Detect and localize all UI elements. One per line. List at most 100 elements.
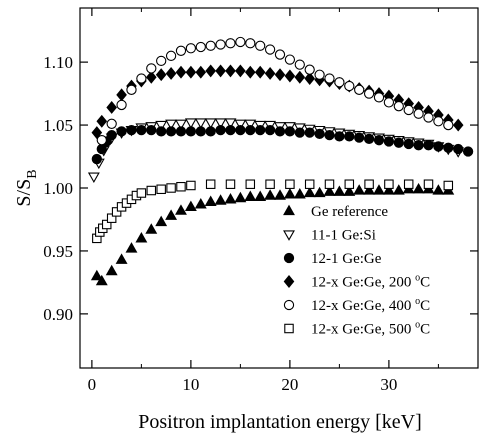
- data-point: [176, 181, 186, 192]
- y-axis-label: S/SB: [13, 169, 40, 206]
- data-point: [234, 191, 247, 203]
- data-point: [235, 64, 246, 78]
- data-point: [304, 64, 315, 75]
- legend-degree: o: [415, 296, 420, 307]
- legend-label: 11-1 Ge:Si: [311, 228, 376, 244]
- x-axis-label: Positron implantation energy [keV]: [138, 411, 421, 433]
- data-point: [344, 131, 355, 142]
- data-point: [184, 200, 197, 212]
- data-point: [224, 193, 237, 204]
- y-tick-label: 0.90: [43, 305, 73, 324]
- data-point: [91, 153, 102, 165]
- data-point: [432, 184, 445, 195]
- data-point: [235, 124, 246, 136]
- data-point: [115, 253, 128, 264]
- x-tick-label: 20: [281, 375, 298, 394]
- data-point: [106, 118, 117, 129]
- data-point: [194, 198, 207, 209]
- data-point: [244, 65, 256, 79]
- y-tick-label: 1.05: [43, 116, 73, 135]
- data-point: [215, 64, 226, 78]
- data-point: [215, 39, 226, 50]
- data-point: [155, 215, 168, 227]
- data-point: [165, 119, 178, 131]
- data-point: [264, 124, 276, 136]
- legend-item: 11-1 Ge:Si: [283, 228, 376, 244]
- legend-label: 12-x Ge:Ge, 400 oC: [311, 296, 430, 314]
- data-point: [433, 141, 444, 152]
- data-point: [165, 50, 177, 61]
- legend-marker: [283, 275, 295, 288]
- data-point: [204, 118, 217, 129]
- data-point: [334, 131, 345, 142]
- data-point: [195, 126, 206, 137]
- data-point: [403, 138, 414, 150]
- legend-label: 12-x Ge:Ge, 200 oC: [311, 273, 430, 291]
- series-2: [91, 124, 474, 165]
- data-point: [146, 185, 157, 196]
- series-layer: [87, 36, 474, 286]
- data-point: [354, 84, 365, 95]
- data-point: [284, 126, 296, 137]
- legend-marker: [283, 230, 295, 241]
- data-point: [393, 137, 404, 148]
- data-point: [175, 65, 187, 79]
- data-point: [111, 207, 122, 217]
- legend-label: 12-x Ge:Ge, 500 oC: [311, 320, 430, 338]
- data-point: [382, 184, 395, 195]
- data-point: [175, 45, 187, 56]
- data-point: [225, 64, 236, 78]
- data-point: [244, 119, 257, 131]
- data-point: [225, 38, 236, 49]
- data-point: [116, 99, 127, 111]
- legend-degree: o: [415, 320, 420, 331]
- data-point: [324, 129, 335, 141]
- data-point: [195, 41, 206, 53]
- data-point: [214, 118, 227, 129]
- data-point: [274, 126, 286, 137]
- legend-item: Ge reference: [283, 204, 388, 220]
- legend-unit: C: [420, 298, 430, 314]
- data-point: [145, 223, 158, 234]
- data-point: [304, 179, 315, 189]
- data-point: [462, 146, 474, 157]
- series-4: [96, 36, 454, 146]
- data-point: [125, 242, 138, 253]
- data-point: [453, 143, 464, 155]
- data-point: [106, 100, 117, 114]
- data-point: [185, 65, 197, 79]
- data-point: [205, 126, 216, 137]
- data-point: [156, 184, 166, 195]
- data-point: [333, 185, 346, 196]
- legend-item: 12-x Ge:Ge, 500 oC: [284, 320, 430, 338]
- data-point: [96, 114, 108, 128]
- y-axis-ticks: 0.90 0.95 1.00 1.05 1.10: [43, 53, 478, 324]
- data-point: [314, 128, 325, 140]
- data-point: [255, 124, 266, 136]
- data-point: [146, 124, 157, 136]
- data-point: [303, 186, 316, 198]
- data-point: [274, 68, 286, 82]
- data-point: [363, 133, 375, 145]
- data-point: [185, 126, 197, 137]
- data-point: [363, 88, 375, 99]
- data-point: [175, 126, 187, 137]
- data-point: [452, 118, 464, 132]
- legend-label: 12-1 Ge:Ge: [311, 251, 382, 267]
- data-point: [274, 49, 286, 60]
- data-point: [245, 179, 256, 189]
- data-point: [313, 186, 326, 198]
- data-point: [116, 126, 127, 137]
- data-point: [265, 179, 275, 189]
- data-point: [194, 118, 207, 129]
- data-point: [413, 140, 424, 151]
- data-point: [96, 135, 107, 146]
- data-point: [314, 69, 325, 80]
- data-point: [136, 73, 147, 84]
- data-point: [91, 126, 103, 140]
- legend-unit: C: [420, 322, 430, 338]
- data-point: [294, 70, 306, 84]
- x-tick-label: 30: [380, 375, 397, 394]
- data-point: [324, 179, 335, 189]
